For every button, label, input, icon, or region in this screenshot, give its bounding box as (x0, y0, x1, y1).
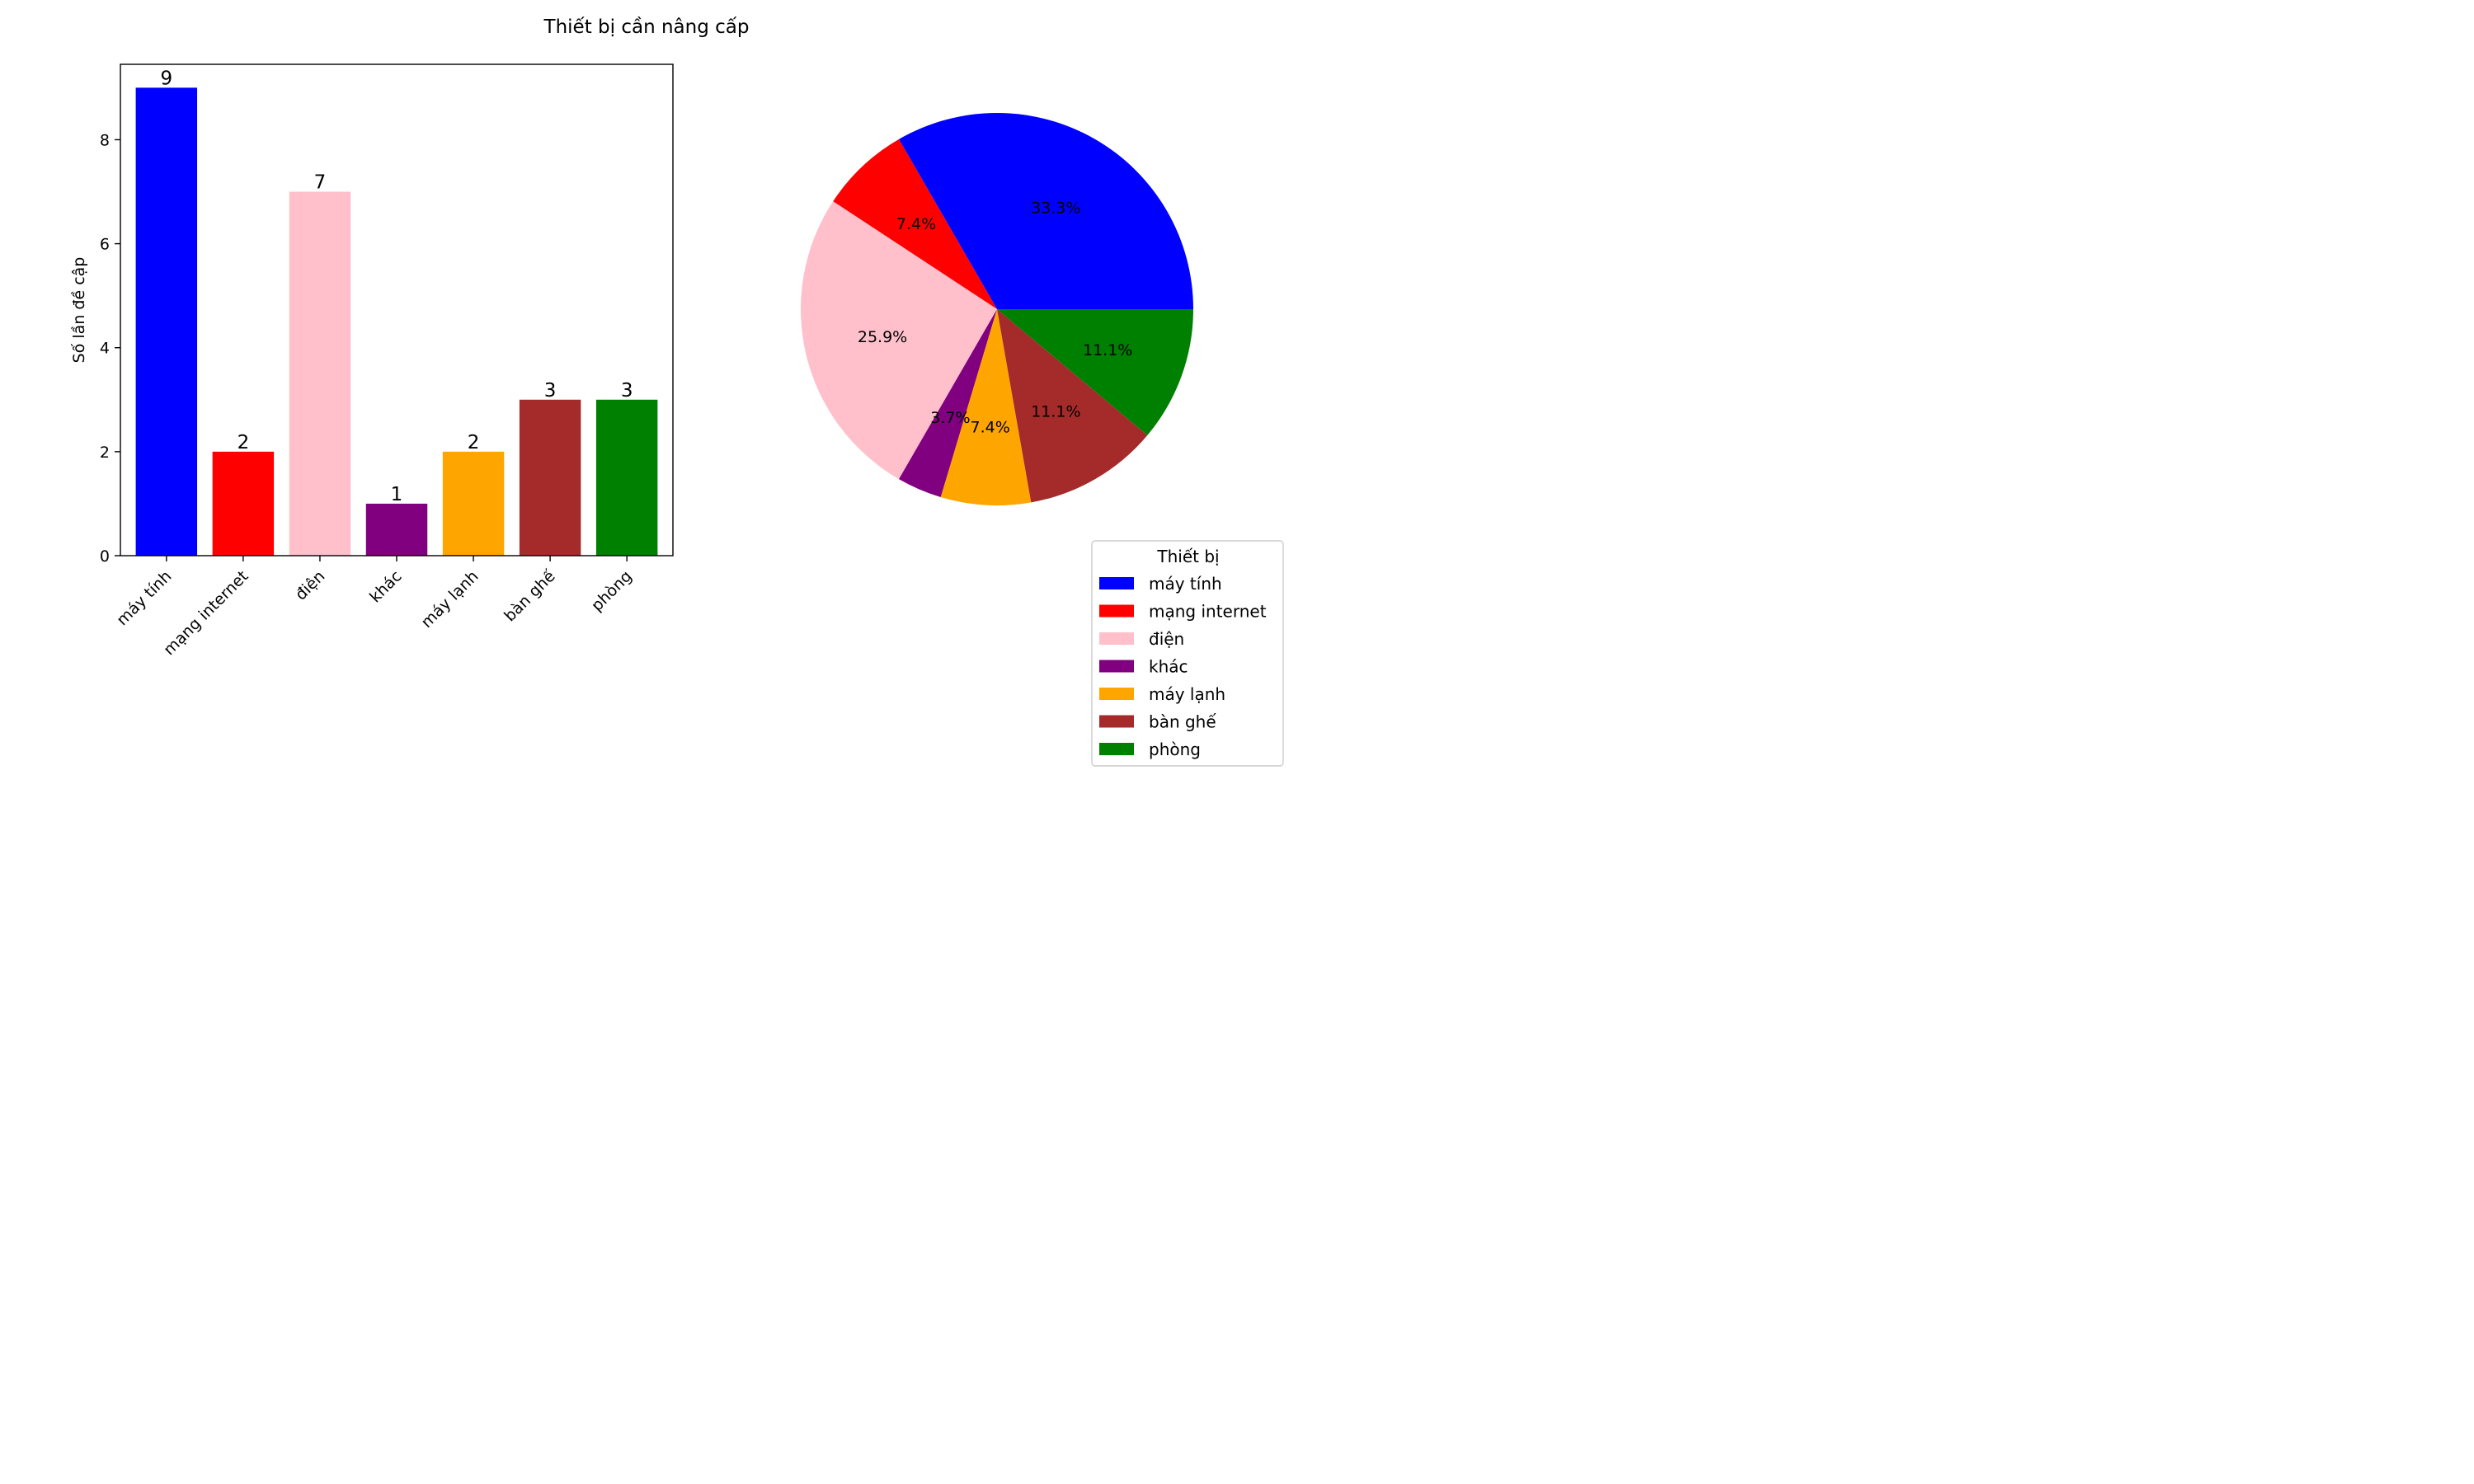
bar-series (135, 87, 658, 556)
pie-percent-label: 7.4% (971, 419, 1010, 437)
legend-entries: máy tính mạng internet điện khác máy lạnh bàn… (1099, 574, 1267, 759)
legend-swatch (1099, 688, 1134, 700)
pie-slice-ban-ghe (997, 309, 1148, 503)
legend-swatch (1099, 632, 1134, 645)
bar-khac (365, 503, 428, 556)
pie-slice-dien (801, 201, 997, 480)
y-tick-label: 4 (100, 340, 110, 358)
bar-value-label: 7 (314, 172, 327, 194)
legend-frame (1091, 540, 1284, 767)
bar-may-lanh (442, 451, 505, 556)
bar-mang-internet (212, 451, 275, 556)
pie-percent-label: 25.9% (858, 328, 907, 346)
bar-dien (289, 191, 351, 556)
legend-label: bàn ghế (1149, 712, 1216, 732)
y-tick-label: 0 (100, 547, 110, 566)
pie-chart: 33.3%7.4%25.9%3.7%7.4%11.1%11.1% (801, 113, 1193, 505)
legend-swatch (1099, 743, 1134, 755)
bar-value-label: 2 (468, 432, 480, 453)
pie-slices (801, 113, 1193, 505)
legend-swatch (1099, 660, 1134, 673)
pie-slice-mang-internet (833, 139, 997, 309)
pie-percent-label: 11.1% (1031, 403, 1080, 421)
pie-percent-label: 3.7% (930, 409, 970, 427)
bar-value-label: 1 (391, 484, 403, 505)
y-tick-label: 6 (100, 236, 110, 254)
legend-label: máy tính (1149, 574, 1222, 594)
y-tick-label: 8 (100, 131, 110, 149)
bar-value-label: 9 (161, 68, 173, 89)
figure-suptitle: Thiết bị cần nâng cấp (543, 16, 750, 38)
legend-label: điện (1149, 629, 1184, 649)
legend-label: phòng (1149, 740, 1201, 759)
pie-slice-khac (899, 309, 997, 498)
legend-label: máy lạnh (1149, 684, 1225, 704)
pie-slice-may-tinh (899, 113, 1193, 309)
bar-value-label: 3 (544, 380, 557, 402)
legend-title: Thiết bị (1156, 547, 1219, 566)
bar-ban-ghe (519, 399, 581, 556)
legend-swatch (1099, 604, 1134, 618)
bar-value-label: 2 (238, 432, 250, 453)
legend-swatch (1099, 715, 1134, 728)
bar-may-tinh (135, 87, 198, 556)
legend-label: khác (1149, 657, 1188, 677)
y-axis-label: Số lần đề cập (70, 257, 88, 364)
y-axis: 0 2 4 6 8 (100, 131, 120, 566)
pie-slice-may-lanh (940, 309, 1032, 505)
legend-label: mạng internet (1149, 602, 1267, 622)
bar-phong (595, 399, 658, 556)
bar-value-label: 3 (621, 380, 633, 402)
pie-slice-phong (997, 309, 1193, 435)
legend-swatch (1099, 577, 1134, 589)
pie-percent-labels: 33.3%7.4%25.9%3.7%7.4%11.1%11.1% (858, 199, 1132, 436)
pie-percent-label: 7.4% (896, 215, 936, 233)
pie-percent-label: 33.3% (1031, 199, 1080, 217)
pie-percent-label: 11.1% (1083, 341, 1132, 359)
y-tick-label: 2 (100, 444, 110, 462)
